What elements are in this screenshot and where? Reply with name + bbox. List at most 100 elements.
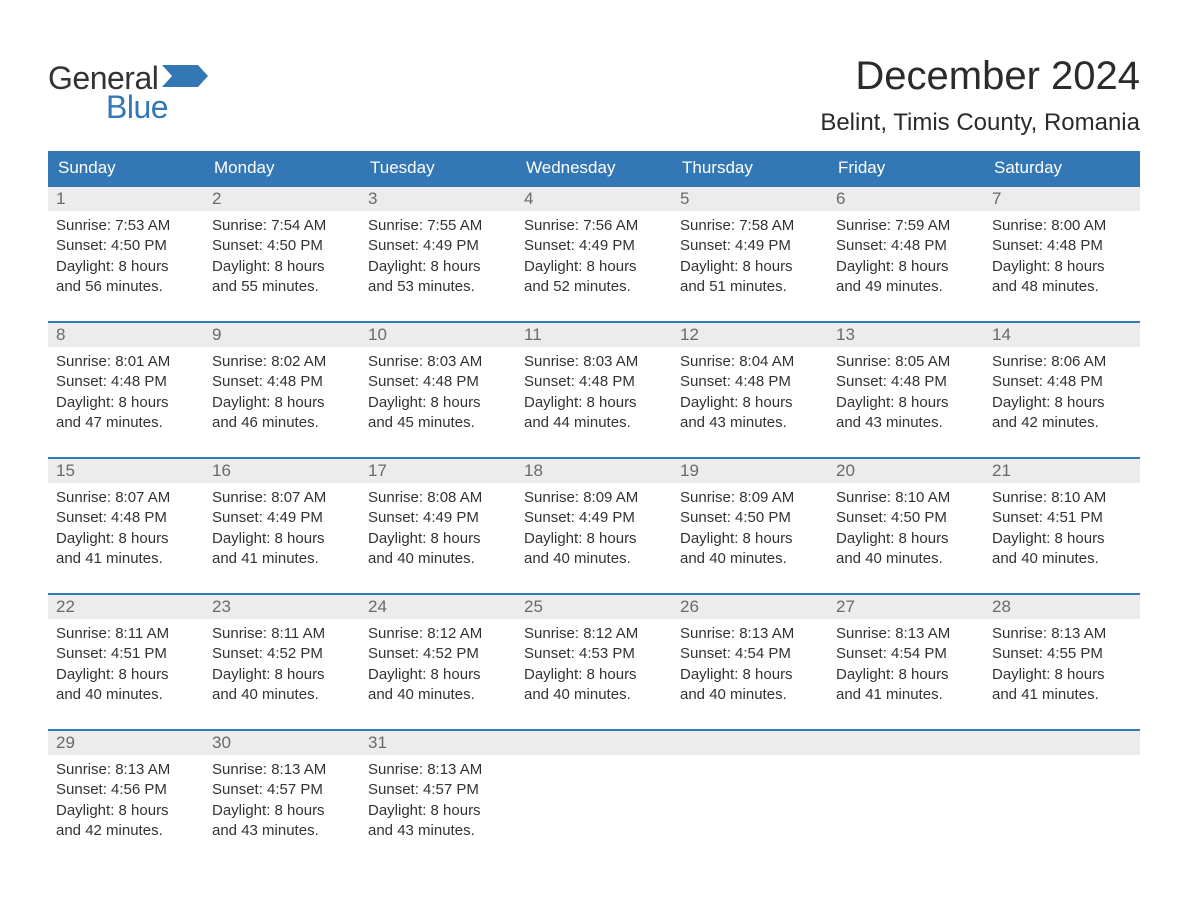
day-cell: Sunrise: 8:09 AMSunset: 4:50 PMDaylight:… xyxy=(672,483,828,575)
day-number: 13 xyxy=(828,323,984,347)
day-number: 30 xyxy=(204,731,360,755)
day-cell: Sunrise: 8:13 AMSunset: 4:57 PMDaylight:… xyxy=(360,755,516,847)
day-cell xyxy=(828,755,984,847)
day-number: 17 xyxy=(360,459,516,483)
day-number: 7 xyxy=(984,187,1140,211)
day-ss: Sunset: 4:53 PM xyxy=(524,644,664,664)
day-d2: and 41 minutes. xyxy=(212,549,352,569)
day-sr: Sunrise: 7:55 AM xyxy=(368,216,508,236)
day-cell: Sunrise: 8:13 AMSunset: 4:56 PMDaylight:… xyxy=(48,755,204,847)
day-cell: Sunrise: 8:05 AMSunset: 4:48 PMDaylight:… xyxy=(828,347,984,439)
day-cell: Sunrise: 8:07 AMSunset: 4:48 PMDaylight:… xyxy=(48,483,204,575)
day-d1: Daylight: 8 hours xyxy=(368,529,508,549)
day-sr: Sunrise: 8:13 AM xyxy=(680,624,820,644)
day-d2: and 43 minutes. xyxy=(680,413,820,433)
logo: General Blue xyxy=(48,54,208,126)
week-row: 293031Sunrise: 8:13 AMSunset: 4:56 PMDay… xyxy=(48,729,1140,847)
day-d2: and 43 minutes. xyxy=(836,413,976,433)
day-sr: Sunrise: 8:10 AM xyxy=(836,488,976,508)
day-d2: and 41 minutes. xyxy=(836,685,976,705)
day-number-row: 1234567 xyxy=(48,187,1140,211)
day-d2: and 41 minutes. xyxy=(56,549,196,569)
day-d1: Daylight: 8 hours xyxy=(368,393,508,413)
day-sr: Sunrise: 7:58 AM xyxy=(680,216,820,236)
dow-friday: Friday xyxy=(828,151,984,185)
day-d2: and 53 minutes. xyxy=(368,277,508,297)
day-number: 2 xyxy=(204,187,360,211)
day-d1: Daylight: 8 hours xyxy=(524,393,664,413)
day-d2: and 44 minutes. xyxy=(524,413,664,433)
day-d2: and 55 minutes. xyxy=(212,277,352,297)
day-ss: Sunset: 4:49 PM xyxy=(680,236,820,256)
day-cell: Sunrise: 7:56 AMSunset: 4:49 PMDaylight:… xyxy=(516,211,672,303)
day-d2: and 46 minutes. xyxy=(212,413,352,433)
day-number: 3 xyxy=(360,187,516,211)
day-d1: Daylight: 8 hours xyxy=(212,665,352,685)
day-cell: Sunrise: 8:12 AMSunset: 4:53 PMDaylight:… xyxy=(516,619,672,711)
day-d1: Daylight: 8 hours xyxy=(992,393,1132,413)
day-d2: and 45 minutes. xyxy=(368,413,508,433)
day-d1: Daylight: 8 hours xyxy=(992,257,1132,277)
day-cell xyxy=(672,755,828,847)
day-number xyxy=(984,731,1140,755)
day-d1: Daylight: 8 hours xyxy=(524,257,664,277)
day-number: 11 xyxy=(516,323,672,347)
day-ss: Sunset: 4:52 PM xyxy=(368,644,508,664)
day-sr: Sunrise: 8:08 AM xyxy=(368,488,508,508)
week-row: 22232425262728Sunrise: 8:11 AMSunset: 4:… xyxy=(48,593,1140,711)
day-number: 27 xyxy=(828,595,984,619)
day-ss: Sunset: 4:48 PM xyxy=(992,372,1132,392)
title-block: December 2024 Belint, Timis County, Roma… xyxy=(820,54,1140,137)
day-cell: Sunrise: 8:08 AMSunset: 4:49 PMDaylight:… xyxy=(360,483,516,575)
day-detail-row: Sunrise: 8:13 AMSunset: 4:56 PMDaylight:… xyxy=(48,755,1140,847)
day-ss: Sunset: 4:54 PM xyxy=(680,644,820,664)
day-cell: Sunrise: 8:09 AMSunset: 4:49 PMDaylight:… xyxy=(516,483,672,575)
day-ss: Sunset: 4:52 PM xyxy=(212,644,352,664)
day-cell: Sunrise: 8:11 AMSunset: 4:52 PMDaylight:… xyxy=(204,619,360,711)
day-cell: Sunrise: 8:13 AMSunset: 4:54 PMDaylight:… xyxy=(828,619,984,711)
day-ss: Sunset: 4:49 PM xyxy=(524,508,664,528)
day-number: 14 xyxy=(984,323,1140,347)
day-number: 15 xyxy=(48,459,204,483)
day-cell: Sunrise: 8:03 AMSunset: 4:48 PMDaylight:… xyxy=(360,347,516,439)
day-d2: and 43 minutes. xyxy=(212,821,352,841)
day-number: 25 xyxy=(516,595,672,619)
day-sr: Sunrise: 8:11 AM xyxy=(56,624,196,644)
day-d2: and 40 minutes. xyxy=(836,549,976,569)
day-number: 9 xyxy=(204,323,360,347)
day-ss: Sunset: 4:48 PM xyxy=(368,372,508,392)
day-sr: Sunrise: 8:07 AM xyxy=(56,488,196,508)
day-d2: and 40 minutes. xyxy=(212,685,352,705)
day-sr: Sunrise: 8:13 AM xyxy=(212,760,352,780)
day-d2: and 40 minutes. xyxy=(524,685,664,705)
day-ss: Sunset: 4:48 PM xyxy=(56,372,196,392)
location: Belint, Timis County, Romania xyxy=(820,109,1140,137)
day-number: 12 xyxy=(672,323,828,347)
day-sr: Sunrise: 8:09 AM xyxy=(680,488,820,508)
day-number: 20 xyxy=(828,459,984,483)
day-of-week-header: Sunday Monday Tuesday Wednesday Thursday… xyxy=(48,151,1140,185)
day-sr: Sunrise: 8:13 AM xyxy=(368,760,508,780)
day-cell: Sunrise: 8:02 AMSunset: 4:48 PMDaylight:… xyxy=(204,347,360,439)
day-ss: Sunset: 4:49 PM xyxy=(368,236,508,256)
day-d2: and 41 minutes. xyxy=(992,685,1132,705)
day-cell: Sunrise: 8:13 AMSunset: 4:54 PMDaylight:… xyxy=(672,619,828,711)
month-title: December 2024 xyxy=(820,54,1140,99)
day-cell: Sunrise: 7:54 AMSunset: 4:50 PMDaylight:… xyxy=(204,211,360,303)
day-d1: Daylight: 8 hours xyxy=(212,393,352,413)
day-d2: and 40 minutes. xyxy=(368,549,508,569)
day-number: 24 xyxy=(360,595,516,619)
header: General Blue December 2024 Belint, Timis… xyxy=(48,54,1140,137)
day-sr: Sunrise: 7:53 AM xyxy=(56,216,196,236)
day-d1: Daylight: 8 hours xyxy=(368,665,508,685)
day-d2: and 47 minutes. xyxy=(56,413,196,433)
day-number-row: 293031 xyxy=(48,731,1140,755)
day-cell: Sunrise: 8:06 AMSunset: 4:48 PMDaylight:… xyxy=(984,347,1140,439)
day-d2: and 56 minutes. xyxy=(56,277,196,297)
day-sr: Sunrise: 8:04 AM xyxy=(680,352,820,372)
dow-tuesday: Tuesday xyxy=(360,151,516,185)
day-ss: Sunset: 4:49 PM xyxy=(524,236,664,256)
day-number: 16 xyxy=(204,459,360,483)
day-number xyxy=(828,731,984,755)
day-number-row: 15161718192021 xyxy=(48,459,1140,483)
